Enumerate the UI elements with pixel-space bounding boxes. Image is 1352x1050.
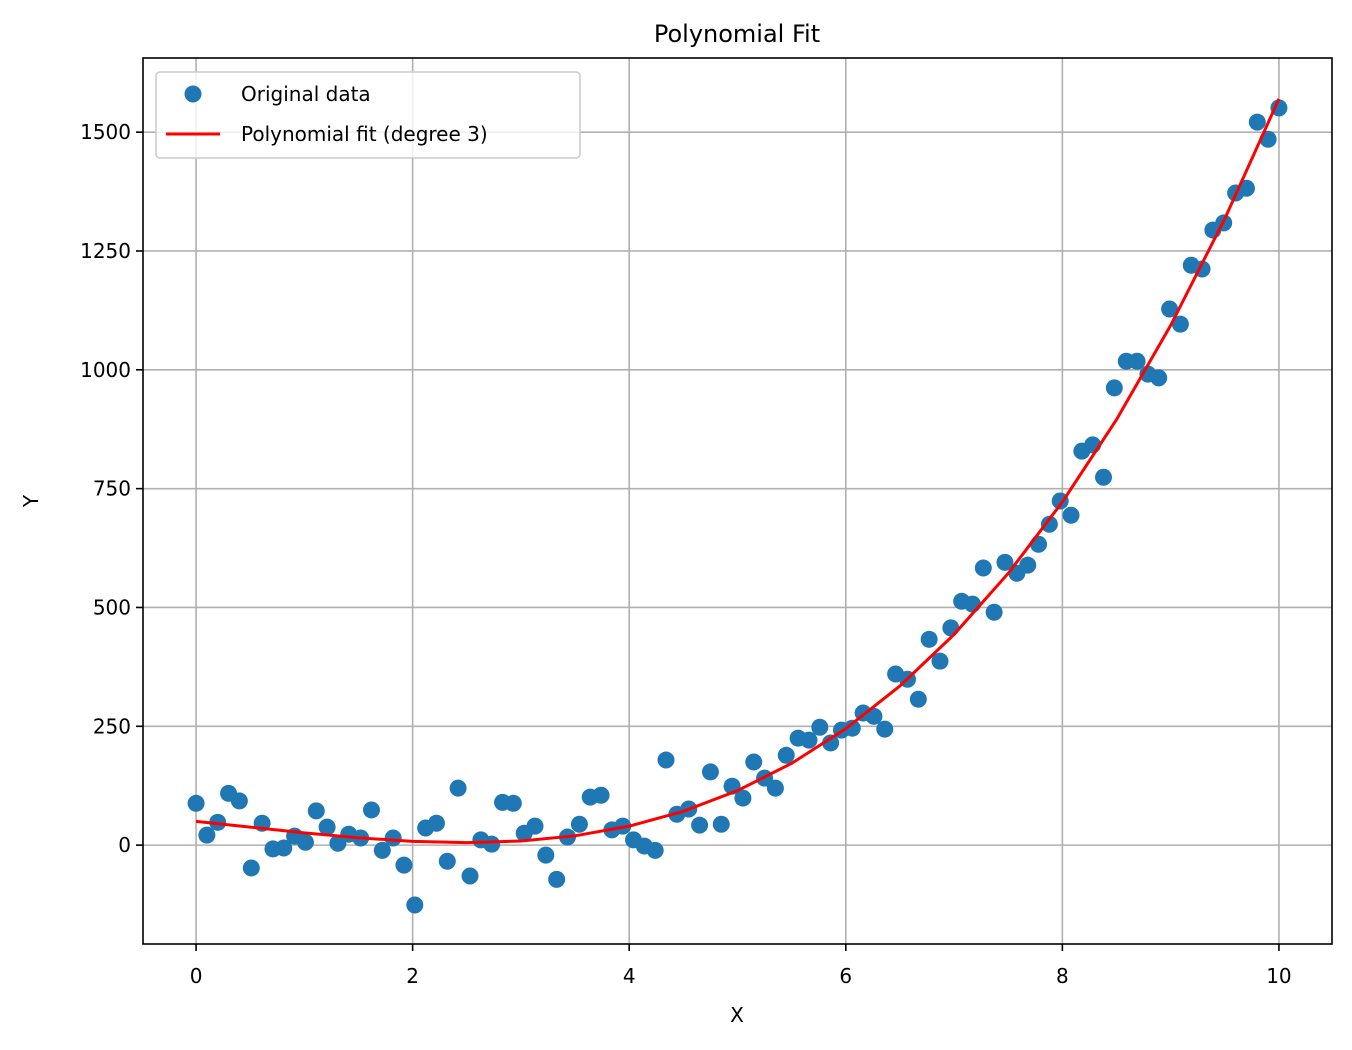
scatter-point — [712, 815, 730, 833]
scatter-point — [307, 802, 325, 820]
y-tick-label: 0 — [118, 833, 131, 857]
scatter-point — [1062, 506, 1080, 524]
scatter-point — [275, 839, 293, 857]
scatter-point — [942, 619, 960, 637]
scatter-point — [427, 814, 445, 832]
y-tick-label: 1250 — [80, 239, 131, 263]
scatter-point — [909, 690, 927, 708]
x-tick-label: 10 — [1266, 964, 1291, 988]
scatter-point — [395, 856, 413, 874]
scatter-point — [438, 852, 456, 870]
scatter-point — [996, 553, 1014, 571]
y-tick-label: 750 — [93, 477, 131, 501]
scatter-point — [1019, 556, 1037, 574]
scatter-point — [187, 794, 205, 812]
scatter-point — [1040, 515, 1058, 533]
scatter-point — [296, 833, 314, 851]
scatter-point — [876, 720, 894, 738]
scatter-point — [1248, 113, 1266, 131]
scatter-point — [974, 559, 992, 577]
scatter-point — [1105, 379, 1123, 397]
scatter-point — [1150, 369, 1168, 387]
scatter-point — [592, 786, 610, 804]
scatter-point — [920, 630, 938, 648]
scatter-point — [406, 896, 424, 914]
scatter-point — [570, 815, 588, 833]
scatter-point — [384, 829, 402, 847]
scatter-point — [526, 817, 544, 835]
legend-marker — [184, 85, 202, 103]
scatter-point — [822, 734, 840, 752]
scatter-point — [766, 779, 784, 797]
scatter-point — [230, 792, 248, 810]
scatter-point — [373, 841, 391, 859]
scatter-point — [800, 731, 818, 749]
x-axis-label: X — [730, 1003, 744, 1027]
scatter-point — [537, 846, 555, 864]
y-tick-label: 500 — [93, 595, 131, 619]
legend-label: Original data — [241, 82, 371, 106]
scatter-point — [461, 867, 479, 885]
scatter-point — [865, 707, 883, 725]
scatter-point — [1128, 352, 1146, 370]
scatter-point — [483, 835, 501, 853]
scatter-point — [811, 718, 829, 736]
plot-frame — [142, 57, 1333, 945]
y-tick-label: 1000 — [80, 358, 131, 382]
x-tick-label: 0 — [190, 964, 203, 988]
x-tick-label: 2 — [406, 964, 419, 988]
scatter-point — [745, 753, 763, 771]
legend: Original data Polynomial fit (degree 3) — [155, 71, 581, 159]
scatter-point — [242, 859, 260, 877]
scatter-point — [963, 595, 981, 613]
x-tick-label: 8 — [1056, 964, 1069, 988]
fit-line — [195, 98, 1281, 845]
scatter-point — [1161, 300, 1179, 318]
scatter-point — [691, 816, 709, 834]
scatter-point — [548, 870, 566, 888]
scatter-point — [504, 794, 522, 812]
x-tick-label: 6 — [839, 964, 852, 988]
scatter-point — [777, 746, 795, 764]
scatter-point — [843, 719, 861, 737]
scatter-point — [734, 789, 752, 807]
legend-box — [155, 71, 581, 159]
scatter-point — [701, 763, 719, 781]
scatter-point — [985, 603, 1003, 621]
scatter-point — [657, 751, 675, 769]
chart-title: Polynomial Fit — [654, 20, 820, 48]
legend-label: Polynomial fit (degree 3) — [241, 122, 488, 146]
scatter-point — [1171, 315, 1189, 333]
scatter-point — [362, 801, 380, 819]
y-tick-label: 250 — [93, 714, 131, 738]
scatter-point — [646, 841, 664, 859]
scatter-point — [1030, 535, 1048, 553]
scatter-point — [1237, 179, 1255, 197]
scatter-point — [1095, 468, 1113, 486]
scatter-point — [1270, 99, 1288, 117]
x-tick-label: 4 — [623, 964, 636, 988]
scatter-point — [198, 826, 216, 844]
scatter-point — [318, 818, 336, 836]
scatter-point — [449, 779, 467, 797]
y-axis-label: Y — [19, 494, 43, 508]
y-tick-label: 1500 — [80, 120, 131, 144]
scatter-point — [931, 652, 949, 670]
